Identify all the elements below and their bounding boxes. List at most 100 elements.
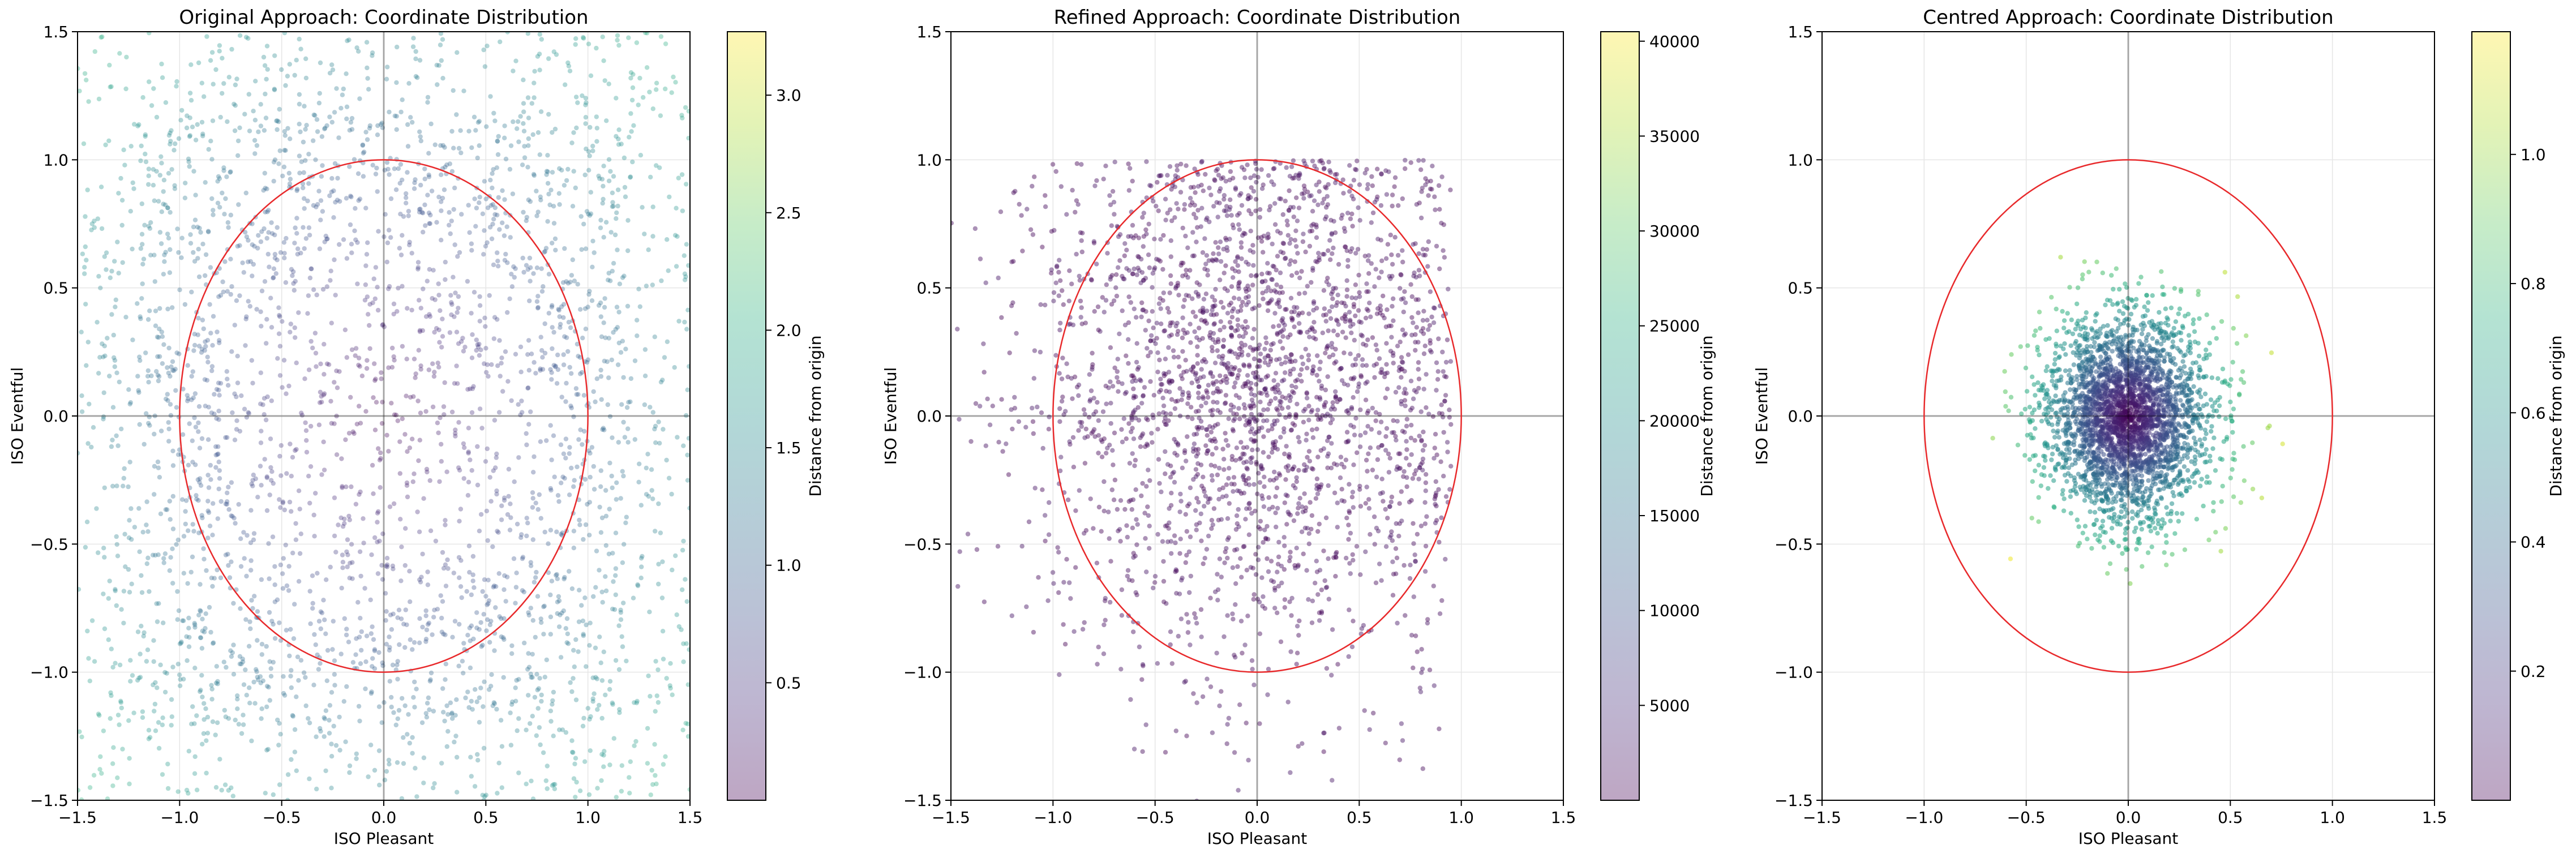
scatter-point xyxy=(636,479,641,484)
scatter-point xyxy=(999,315,1004,320)
scatter-point xyxy=(538,516,543,521)
scatter-point xyxy=(490,185,495,191)
scatter-point xyxy=(119,222,125,228)
scatter-point xyxy=(328,278,333,283)
scatter-point xyxy=(218,499,224,504)
scatter-point xyxy=(683,720,688,726)
scatter-point xyxy=(1281,567,1287,572)
scatter-point xyxy=(1221,337,1227,343)
scatter-point xyxy=(190,554,195,560)
scatter-point xyxy=(1170,320,1175,325)
scatter-point xyxy=(1339,300,1344,306)
scatter-point xyxy=(348,119,354,125)
scatter-point xyxy=(337,369,342,374)
scatter-point xyxy=(238,564,244,569)
scatter-point xyxy=(582,172,588,178)
scatter-point xyxy=(1195,208,1201,213)
scatter-point xyxy=(353,237,358,242)
scatter-point xyxy=(1223,208,1229,213)
scatter-point xyxy=(1378,491,1383,496)
scatter-point xyxy=(1202,504,1207,509)
scatter-point xyxy=(348,394,353,400)
scatter-point xyxy=(1087,372,1092,377)
scatter-point xyxy=(1348,216,1353,221)
scatter-point xyxy=(278,638,284,643)
scatter-point xyxy=(581,715,586,721)
scatter-point xyxy=(518,344,524,350)
scatter-point xyxy=(674,205,679,211)
scatter-point xyxy=(110,664,115,670)
scatter-point xyxy=(1325,411,1330,417)
scatter-point xyxy=(250,242,255,247)
scatter-point xyxy=(1227,349,1232,354)
scatter-point xyxy=(1096,645,1101,650)
scatter-point xyxy=(1362,708,1367,713)
scatter-point xyxy=(137,422,142,427)
scatter-point xyxy=(1156,208,1161,213)
scatter-point xyxy=(1246,193,1251,198)
scatter-point xyxy=(598,217,603,223)
scatter-point xyxy=(1353,357,1358,362)
scatter-point xyxy=(665,237,670,242)
scatter-point xyxy=(600,600,605,605)
scatter-point xyxy=(382,168,387,173)
scatter-point xyxy=(1429,314,1434,320)
scatter-point xyxy=(440,37,445,42)
scatter-point xyxy=(228,291,233,297)
scatter-point xyxy=(1246,196,1251,201)
scatter-point xyxy=(95,216,100,221)
scatter-point xyxy=(307,589,312,594)
y-tick-label: −0.5 xyxy=(30,535,68,554)
scatter-point xyxy=(1215,422,1220,427)
scatter-point xyxy=(1204,388,1209,393)
scatter-point xyxy=(529,351,534,357)
scatter-point xyxy=(1434,360,1439,366)
scatter-point xyxy=(238,606,243,611)
scatter-point xyxy=(1212,423,1218,428)
scatter-point xyxy=(402,703,408,709)
scatter-point xyxy=(1195,461,1201,466)
scatter-point xyxy=(1420,247,1426,252)
scatter-point xyxy=(400,284,405,289)
scatter-point xyxy=(1090,364,1095,370)
scatter-point xyxy=(177,351,182,357)
scatter-point xyxy=(452,381,457,386)
scatter-point xyxy=(235,693,240,698)
scatter-point xyxy=(209,576,214,581)
scatter-point xyxy=(1174,568,1179,573)
scatter-point xyxy=(1053,280,1058,285)
scatter-point xyxy=(87,785,93,790)
scatter-point xyxy=(1374,311,1380,316)
scatter-point xyxy=(538,334,543,340)
scatter-point xyxy=(354,751,359,757)
scatter-point xyxy=(156,199,161,204)
scatter-point xyxy=(1228,204,1233,210)
scatter-point xyxy=(1340,212,1345,218)
scatter-point xyxy=(338,106,344,111)
scatter-point xyxy=(1233,380,1238,385)
scatter-point xyxy=(1139,433,1145,438)
scatter-point xyxy=(1194,453,1199,459)
scatter-point xyxy=(526,136,531,141)
scatter-point xyxy=(609,357,615,363)
scatter-point xyxy=(1159,321,1164,327)
scatter-point xyxy=(1190,364,1196,370)
scatter-point xyxy=(170,664,175,670)
scatter-point xyxy=(1269,179,1274,185)
scatter-point xyxy=(106,596,111,601)
scatter-point xyxy=(582,759,588,764)
scatter-point xyxy=(224,369,229,374)
scatter-point xyxy=(550,130,555,135)
scatter-point xyxy=(508,743,514,748)
scatter-point xyxy=(1294,195,1299,200)
scatter-point xyxy=(580,723,586,729)
scatter-point xyxy=(1133,407,1138,413)
scatter-point xyxy=(1180,576,1185,581)
scatter-point xyxy=(152,431,157,437)
scatter-point xyxy=(1367,727,1372,732)
scatter-point xyxy=(552,782,558,787)
scatter-point xyxy=(410,44,416,49)
scatter-point xyxy=(1141,234,1147,239)
scatter-point xyxy=(151,638,156,643)
scatter-point xyxy=(565,60,571,66)
